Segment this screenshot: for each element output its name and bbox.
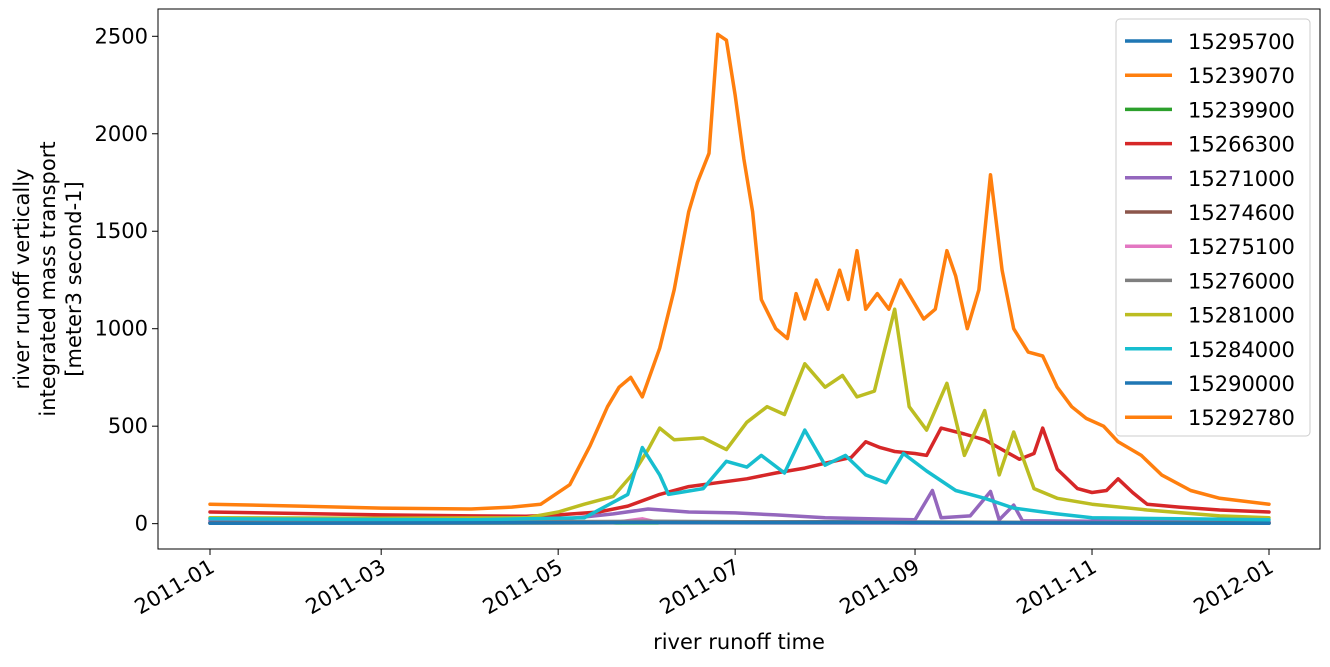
y-tick-label: 1000: [95, 317, 148, 341]
x-axis: 2011-01 2011-03 2011-05 2011-07 2011-09 2011-…: [131, 549, 1278, 619]
legend-label-15275100: 15275100: [1188, 235, 1295, 259]
y-tick-label: 2500: [95, 24, 148, 48]
legend-label-15274600: 15274600: [1188, 201, 1295, 225]
legend-label-15281000: 15281000: [1188, 304, 1295, 328]
legend-label-15239900: 15239900: [1188, 98, 1295, 122]
legend-label-15266300: 15266300: [1188, 133, 1295, 157]
legend-label-15290000: 15290000: [1188, 372, 1295, 396]
y-axis-title-line-2: integrated mass transport: [36, 141, 60, 416]
y-axis-title-line-3: [meter3 second-1]: [62, 181, 86, 376]
legend: 15295700 15239070 15239900 15266300 15271000…: [1116, 19, 1310, 436]
x-tick-label: 2012-01: [1190, 555, 1278, 620]
y-tick-label: 500: [108, 414, 148, 438]
legend-label-15239070: 15239070: [1188, 64, 1295, 88]
legend-label-15284000: 15284000: [1188, 338, 1295, 362]
x-tick-label: 2011-11: [1013, 555, 1101, 620]
x-tick-label: 2011-05: [479, 555, 567, 620]
x-tick-label: 2011-07: [656, 555, 744, 620]
x-tick-label: 2011-09: [836, 555, 924, 620]
x-tick-label: 2011-01: [131, 555, 219, 620]
x-tick-label: 2011-03: [302, 555, 390, 620]
y-tick-label: 2000: [95, 122, 148, 146]
y-axis-title-line-1: river runoff vertically: [10, 169, 34, 390]
series-line-15290000: [210, 523, 1269, 524]
y-axis-title: river runoff vertically integrated mass …: [10, 141, 86, 416]
y-tick-label: 1500: [95, 219, 148, 243]
series-layer: [210, 34, 1269, 523]
legend-label-15295700: 15295700: [1188, 30, 1295, 54]
legend-label-15292780: 15292780: [1188, 406, 1295, 430]
legend-label-15276000: 15276000: [1188, 269, 1295, 293]
legend-label-15271000: 15271000: [1188, 167, 1295, 191]
series-line-15292780: [210, 34, 1269, 509]
series-line-15266300: [210, 428, 1269, 516]
y-axis: 0 500 1000 1500 2000 2500: [95, 24, 158, 535]
x-axis-title: river runoff time: [653, 630, 825, 654]
y-tick-label: 0: [135, 512, 148, 536]
